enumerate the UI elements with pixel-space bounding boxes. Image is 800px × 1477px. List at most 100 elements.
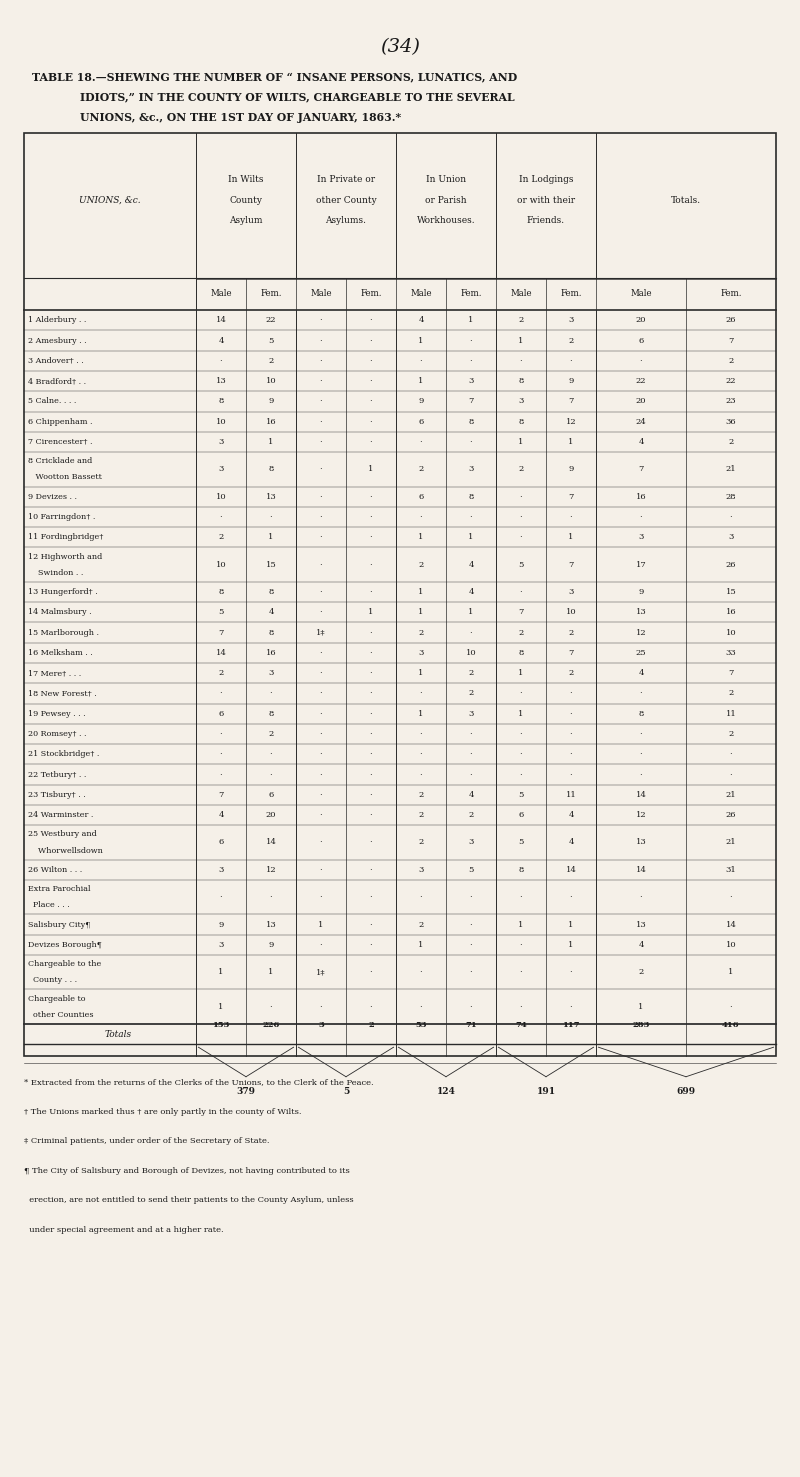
- Text: 9: 9: [268, 397, 274, 405]
- Text: 7: 7: [218, 629, 224, 637]
- Text: 53: 53: [415, 1021, 426, 1029]
- Text: ·: ·: [370, 941, 372, 948]
- Text: 2: 2: [418, 629, 424, 637]
- Text: 15 Marlborough .: 15 Marlborough .: [28, 629, 99, 637]
- Text: ·: ·: [370, 710, 372, 718]
- Text: Male: Male: [310, 289, 332, 298]
- Text: 14: 14: [566, 866, 577, 874]
- Text: ·: ·: [640, 690, 642, 697]
- Text: ·: ·: [420, 730, 422, 738]
- Text: 26: 26: [726, 316, 736, 325]
- Text: ·: ·: [320, 750, 322, 758]
- Text: 8: 8: [268, 465, 274, 473]
- Text: ·: ·: [730, 513, 732, 521]
- Text: ·: ·: [470, 969, 472, 976]
- Text: 1: 1: [218, 969, 224, 976]
- Text: Male: Male: [210, 289, 232, 298]
- Text: 24 Warminster .: 24 Warminster .: [28, 811, 94, 820]
- Text: ·: ·: [370, 397, 372, 405]
- Text: † The Unions marked thus † are only partly in the county of Wilts.: † The Unions marked thus † are only part…: [24, 1108, 302, 1115]
- Text: 3: 3: [418, 866, 424, 874]
- Text: 2: 2: [218, 669, 224, 676]
- Text: ·: ·: [220, 730, 222, 738]
- Text: ·: ·: [220, 771, 222, 778]
- Text: 4: 4: [638, 669, 644, 676]
- Text: 22: 22: [726, 377, 736, 385]
- Text: ·: ·: [370, 561, 372, 569]
- Text: 8 Cricklade and: 8 Cricklade and: [28, 458, 92, 465]
- Text: 1: 1: [418, 609, 424, 616]
- Text: 10: 10: [466, 648, 476, 657]
- Text: 7: 7: [568, 561, 574, 569]
- Text: ·: ·: [570, 771, 572, 778]
- Text: 416: 416: [722, 1021, 740, 1029]
- Text: ·: ·: [370, 533, 372, 541]
- Text: 6: 6: [218, 839, 224, 846]
- Text: Chargeable to: Chargeable to: [28, 994, 86, 1003]
- Text: 4: 4: [418, 316, 424, 325]
- Text: 21: 21: [726, 465, 736, 473]
- Text: 13: 13: [266, 493, 276, 501]
- Text: Male: Male: [510, 289, 532, 298]
- Text: ·: ·: [370, 750, 372, 758]
- Text: ·: ·: [320, 648, 322, 657]
- Text: Chargeable to the: Chargeable to the: [28, 960, 102, 967]
- Text: ·: ·: [320, 811, 322, 820]
- Text: 9: 9: [218, 920, 224, 929]
- Text: other Counties: other Counties: [28, 1010, 94, 1019]
- Text: 2: 2: [518, 316, 524, 325]
- Text: under special agreement and at a higher rate.: under special agreement and at a higher …: [24, 1226, 224, 1233]
- Text: Male: Male: [410, 289, 432, 298]
- Text: ·: ·: [320, 839, 322, 846]
- Text: ·: ·: [520, 750, 522, 758]
- Text: ·: ·: [420, 513, 422, 521]
- Text: 12: 12: [636, 629, 646, 637]
- Text: 19 Pewsey . . .: 19 Pewsey . . .: [28, 710, 86, 718]
- Text: ·: ·: [320, 710, 322, 718]
- Text: In Lodgings: In Lodgings: [518, 174, 574, 185]
- Text: 1: 1: [368, 465, 374, 473]
- Text: 12: 12: [636, 811, 646, 820]
- Text: 23 Tisbury† . .: 23 Tisbury† . .: [28, 790, 86, 799]
- Text: 2: 2: [418, 561, 424, 569]
- Text: 1: 1: [418, 588, 424, 597]
- Text: 3: 3: [268, 669, 274, 676]
- Text: ·: ·: [320, 533, 322, 541]
- Text: 13: 13: [216, 377, 226, 385]
- Text: 18 New Forest† .: 18 New Forest† .: [28, 690, 97, 697]
- Text: ·: ·: [320, 866, 322, 874]
- Text: 2: 2: [468, 811, 474, 820]
- Text: ·: ·: [370, 1003, 372, 1010]
- Text: 2: 2: [728, 439, 734, 446]
- Text: 11 Fordingbridge†: 11 Fordingbridge†: [28, 533, 103, 541]
- Text: ·: ·: [470, 513, 472, 521]
- Text: ·: ·: [320, 941, 322, 948]
- Text: 226: 226: [262, 1021, 280, 1029]
- Text: 12 Highworth and: 12 Highworth and: [28, 552, 102, 561]
- Text: 5: 5: [268, 337, 274, 344]
- Text: 26 Wilton . . .: 26 Wilton . . .: [28, 866, 82, 874]
- Text: ·: ·: [370, 894, 372, 901]
- Text: Extra Parochial: Extra Parochial: [28, 885, 90, 894]
- Text: 3: 3: [568, 588, 574, 597]
- Text: 379: 379: [237, 1087, 255, 1096]
- Text: 3 Andover† . .: 3 Andover† . .: [28, 357, 84, 365]
- Text: 7: 7: [568, 397, 574, 405]
- Text: ·: ·: [370, 920, 372, 929]
- Text: Wootton Bassett: Wootton Bassett: [28, 474, 102, 482]
- Text: 26: 26: [726, 811, 736, 820]
- Text: ·: ·: [570, 1003, 572, 1010]
- Text: 2: 2: [728, 357, 734, 365]
- Text: Totals.: Totals.: [671, 195, 701, 205]
- Text: ·: ·: [270, 1003, 272, 1010]
- Text: 20: 20: [636, 316, 646, 325]
- Text: ·: ·: [370, 377, 372, 385]
- Text: 4: 4: [638, 941, 644, 948]
- Text: ·: ·: [520, 941, 522, 948]
- Text: 3: 3: [218, 439, 224, 446]
- Text: 3: 3: [468, 839, 474, 846]
- Text: 13: 13: [266, 920, 276, 929]
- Text: 3: 3: [518, 397, 524, 405]
- Text: In Wilts: In Wilts: [228, 174, 264, 185]
- Text: 2: 2: [418, 839, 424, 846]
